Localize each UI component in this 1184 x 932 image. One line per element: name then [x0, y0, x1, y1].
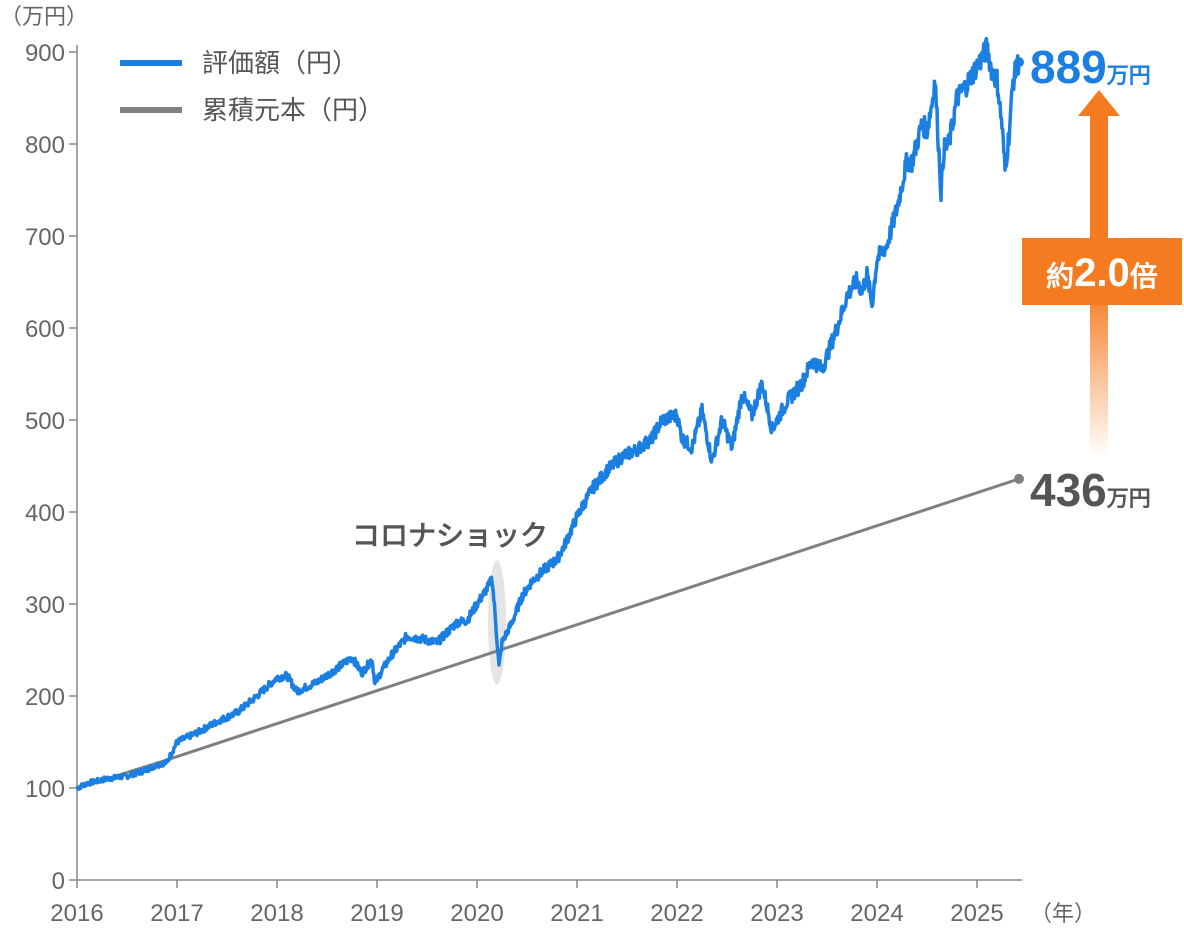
x-tick-label: 2017 — [150, 900, 203, 927]
x-tick-label: 2018 — [250, 900, 303, 927]
y-tick-label: 400 — [25, 500, 65, 527]
x-axis-ticks: 2016 2017 2018 2019 2020 2021 2022 2023 2024 2025 — [50, 880, 1004, 927]
x-tick-label: 2022 — [650, 900, 703, 927]
principal-end-point — [1014, 473, 1024, 484]
y-tick-label: 200 — [25, 684, 65, 711]
multiplier-box — [1022, 238, 1182, 305]
principal-end-label: 436万円 — [1030, 464, 1151, 516]
legend-label-principal: 累積元本（円） — [202, 95, 384, 125]
legend: 評価額（円） 累積元本（円） — [120, 48, 384, 125]
corona-shock-label: コロナショック — [352, 520, 548, 551]
legend-label-valuation: 評価額（円） — [202, 48, 358, 78]
growth-arrow-head — [1078, 90, 1120, 116]
valuation-end-point — [1014, 57, 1024, 68]
x-tick-label: 2023 — [750, 900, 803, 927]
y-tick-label: 100 — [25, 776, 65, 803]
y-tick-label: 300 — [25, 592, 65, 619]
y-axis-unit: （万円） — [0, 4, 88, 29]
principal-end-value: 436 — [1030, 464, 1107, 516]
y-tick-label: 500 — [25, 408, 65, 435]
valuation-end-value: 889 — [1030, 41, 1107, 93]
multiplier-suffix: 倍 — [1130, 260, 1158, 292]
x-axis-unit: （年） — [1030, 901, 1096, 926]
y-tick-label: 800 — [25, 132, 65, 159]
x-tick-label: 2025 — [950, 900, 1003, 927]
valuation-end-label: 889万円 — [1030, 41, 1151, 93]
x-tick-label: 2016 — [50, 900, 103, 927]
valuation-end-unit: 万円 — [1106, 63, 1151, 88]
y-tick-label: 900 — [25, 40, 65, 67]
y-tick-label: 0 — [52, 868, 65, 895]
y-tick-label: 600 — [25, 316, 65, 343]
x-tick-label: 2021 — [550, 900, 603, 927]
series-line-valuation — [75, 36, 1021, 792]
y-axis-ticks: 0 100 200 300 400 500 600 700 800 900 — [25, 40, 77, 895]
y-tick-label: 700 — [25, 224, 65, 251]
x-tick-label: 2019 — [350, 900, 403, 927]
x-tick-label: 2020 — [450, 900, 503, 927]
growth-arrow: 約2.0倍 — [1022, 90, 1182, 457]
x-tick-label: 2024 — [850, 900, 903, 927]
multiplier-prefix: 約 — [1046, 260, 1074, 292]
multiplier-value: 2.0 — [1074, 251, 1130, 295]
principal-end-unit: 万円 — [1106, 486, 1151, 511]
multiplier-label: 約2.0倍 — [1046, 251, 1158, 295]
